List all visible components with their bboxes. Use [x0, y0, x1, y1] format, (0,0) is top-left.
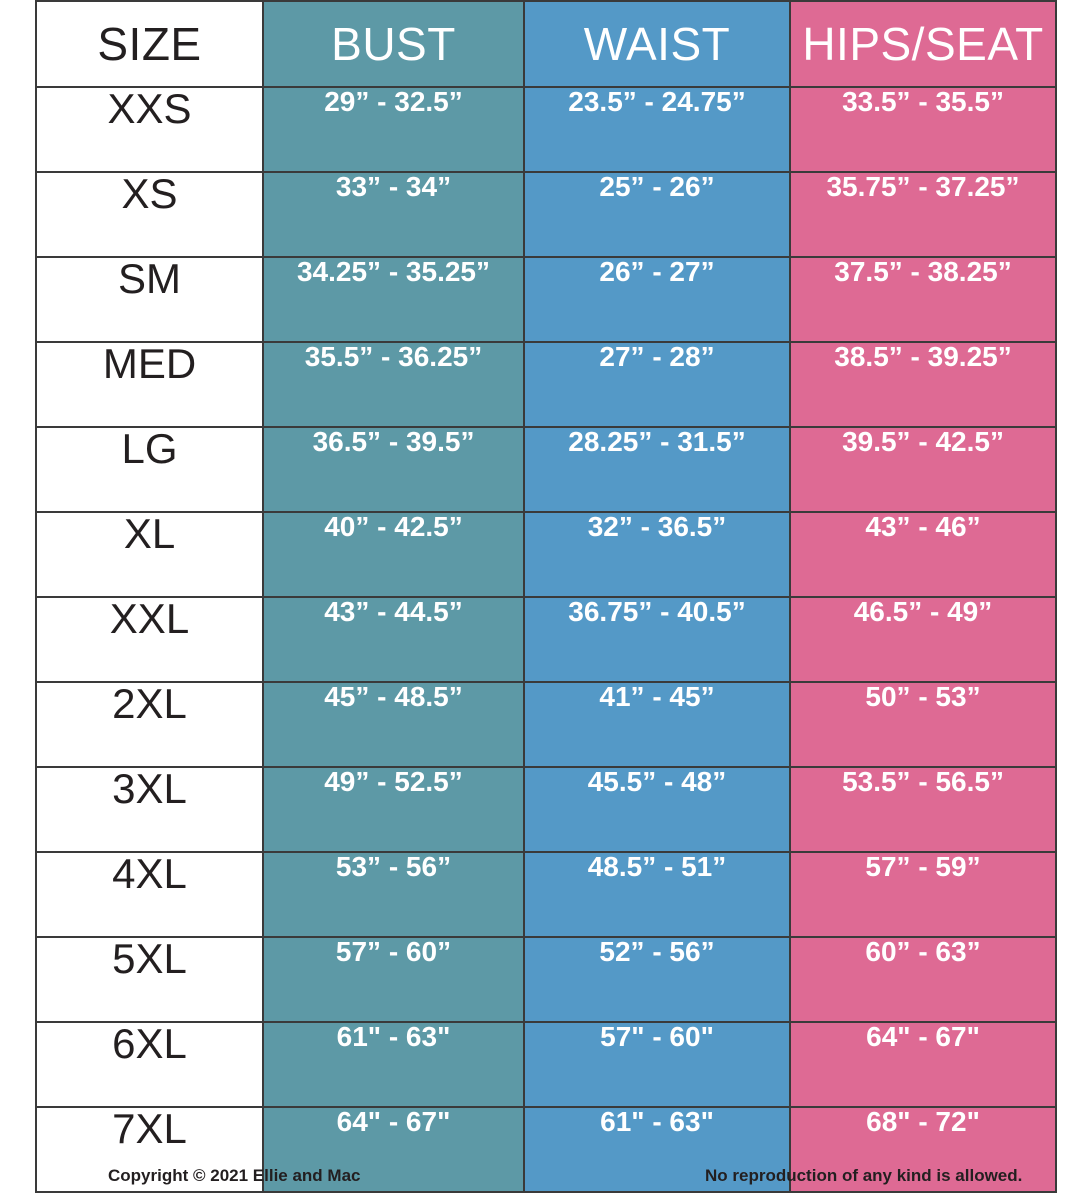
cell-bust: 45” - 48.5” — [262, 681, 525, 768]
column-header-hips: HIPS/SEAT — [789, 0, 1057, 88]
table-row: XXS 29” - 32.5” 23.5” - 24.75” 33.5” - 35.5… — [35, 86, 1057, 173]
size-chart-body: SIZE BUST WAIST HIPS/SEAT XXS 29” - 32.5”… — [35, 0, 1057, 1193]
cell-waist: 36.75” - 40.5” — [523, 596, 791, 683]
cell-hips: 60” - 63” — [789, 936, 1057, 1023]
cell-waist: 52” - 56” — [523, 936, 791, 1023]
cell-size: MED — [35, 341, 264, 428]
column-header-bust: BUST — [262, 0, 525, 88]
cell-waist: 26” - 27” — [523, 256, 791, 343]
column-header-waist: WAIST — [523, 0, 791, 88]
cell-hips: 33.5” - 35.5” — [789, 86, 1057, 173]
cell-size: 2XL — [35, 681, 264, 768]
table-row: SM 34.25” - 35.25” 26” - 27” 37.5” - 38.25” — [35, 256, 1057, 343]
cell-bust: 34.25” - 35.25” — [262, 256, 525, 343]
column-header-size: SIZE — [35, 0, 264, 88]
cell-hips: 35.75” - 37.25” — [789, 171, 1057, 258]
cell-bust: 29” - 32.5” — [262, 86, 525, 173]
cell-size: 6XL — [35, 1021, 264, 1108]
cell-hips: 43” - 46” — [789, 511, 1057, 598]
cell-hips: 57” - 59” — [789, 851, 1057, 938]
cell-bust: 49” - 52.5” — [262, 766, 525, 853]
table-row: LG 36.5” - 39.5” 28.25” - 31.5” 39.5” - 42.… — [35, 426, 1057, 513]
cell-bust: 53” - 56” — [262, 851, 525, 938]
table-row: 3XL 49” - 52.5” 45.5” - 48” 53.5” - 56.5” — [35, 766, 1057, 853]
cell-hips: 37.5” - 38.25” — [789, 256, 1057, 343]
cell-size: LG — [35, 426, 264, 513]
cell-waist: 27” - 28” — [523, 341, 791, 428]
table-row: XL 40” - 42.5” 32” - 36.5” 43” - 46” — [35, 511, 1057, 598]
cell-size: XL — [35, 511, 264, 598]
table-row: 6XL 61" - 63" 57" - 60" 64" - 67" — [35, 1021, 1057, 1108]
table-row: 4XL 53” - 56” 48.5” - 51” 57” - 59” — [35, 851, 1057, 938]
cell-hips: 39.5” - 42.5” — [789, 426, 1057, 513]
cell-bust: 57” - 60” — [262, 936, 525, 1023]
cell-size: XXL — [35, 596, 264, 683]
cell-bust: 35.5” - 36.25” — [262, 341, 525, 428]
cell-size: XXS — [35, 86, 264, 173]
cell-size: SM — [35, 256, 264, 343]
size-chart-table: SIZE BUST WAIST HIPS/SEAT XXS 29” - 32.5”… — [35, 0, 1057, 1193]
cell-waist: 48.5” - 51” — [523, 851, 791, 938]
table-row: 2XL 45” - 48.5” 41” - 45” 50” - 53” — [35, 681, 1057, 768]
cell-waist: 28.25” - 31.5” — [523, 426, 791, 513]
cell-waist: 45.5” - 48” — [523, 766, 791, 853]
cell-hips: 46.5” - 49” — [789, 596, 1057, 683]
cell-hips: 50” - 53” — [789, 681, 1057, 768]
footer-notice: No reproduction of any kind is allowed. — [705, 1166, 1023, 1185]
cell-hips: 64" - 67" — [789, 1021, 1057, 1108]
cell-bust: 61" - 63" — [262, 1021, 525, 1108]
table-row: MED 35.5” - 36.25” 27” - 28” 38.5” - 39.25” — [35, 341, 1057, 428]
table-row: XS 33” - 34” 25” - 26” 35.75” - 37.25” — [35, 171, 1057, 258]
size-chart-container: SIZE BUST WAIST HIPS/SEAT XXS 29” - 32.5”… — [35, 0, 1057, 1193]
cell-size: XS — [35, 171, 264, 258]
footer-copyright: Copyright © 2021 Ellie and Mac — [108, 1166, 361, 1185]
table-row: 5XL 57” - 60” 52” - 56” 60” - 63” — [35, 936, 1057, 1023]
table-row: XXL 43” - 44.5” 36.75” - 40.5” 46.5” - 49” — [35, 596, 1057, 683]
cell-waist: 25” - 26” — [523, 171, 791, 258]
cell-waist: 32” - 36.5” — [523, 511, 791, 598]
cell-waist: 23.5” - 24.75” — [523, 86, 791, 173]
table-header-row: SIZE BUST WAIST HIPS/SEAT — [35, 0, 1057, 88]
cell-bust: 33” - 34” — [262, 171, 525, 258]
cell-waist: 57" - 60" — [523, 1021, 791, 1108]
cell-size: 4XL — [35, 851, 264, 938]
cell-hips: 53.5” - 56.5” — [789, 766, 1057, 853]
cell-size: 5XL — [35, 936, 264, 1023]
cell-bust: 43” - 44.5” — [262, 596, 525, 683]
cell-bust: 40” - 42.5” — [262, 511, 525, 598]
cell-waist: 41” - 45” — [523, 681, 791, 768]
cell-bust: 36.5” - 39.5” — [262, 426, 525, 513]
cell-size: 3XL — [35, 766, 264, 853]
cell-hips: 38.5” - 39.25” — [789, 341, 1057, 428]
